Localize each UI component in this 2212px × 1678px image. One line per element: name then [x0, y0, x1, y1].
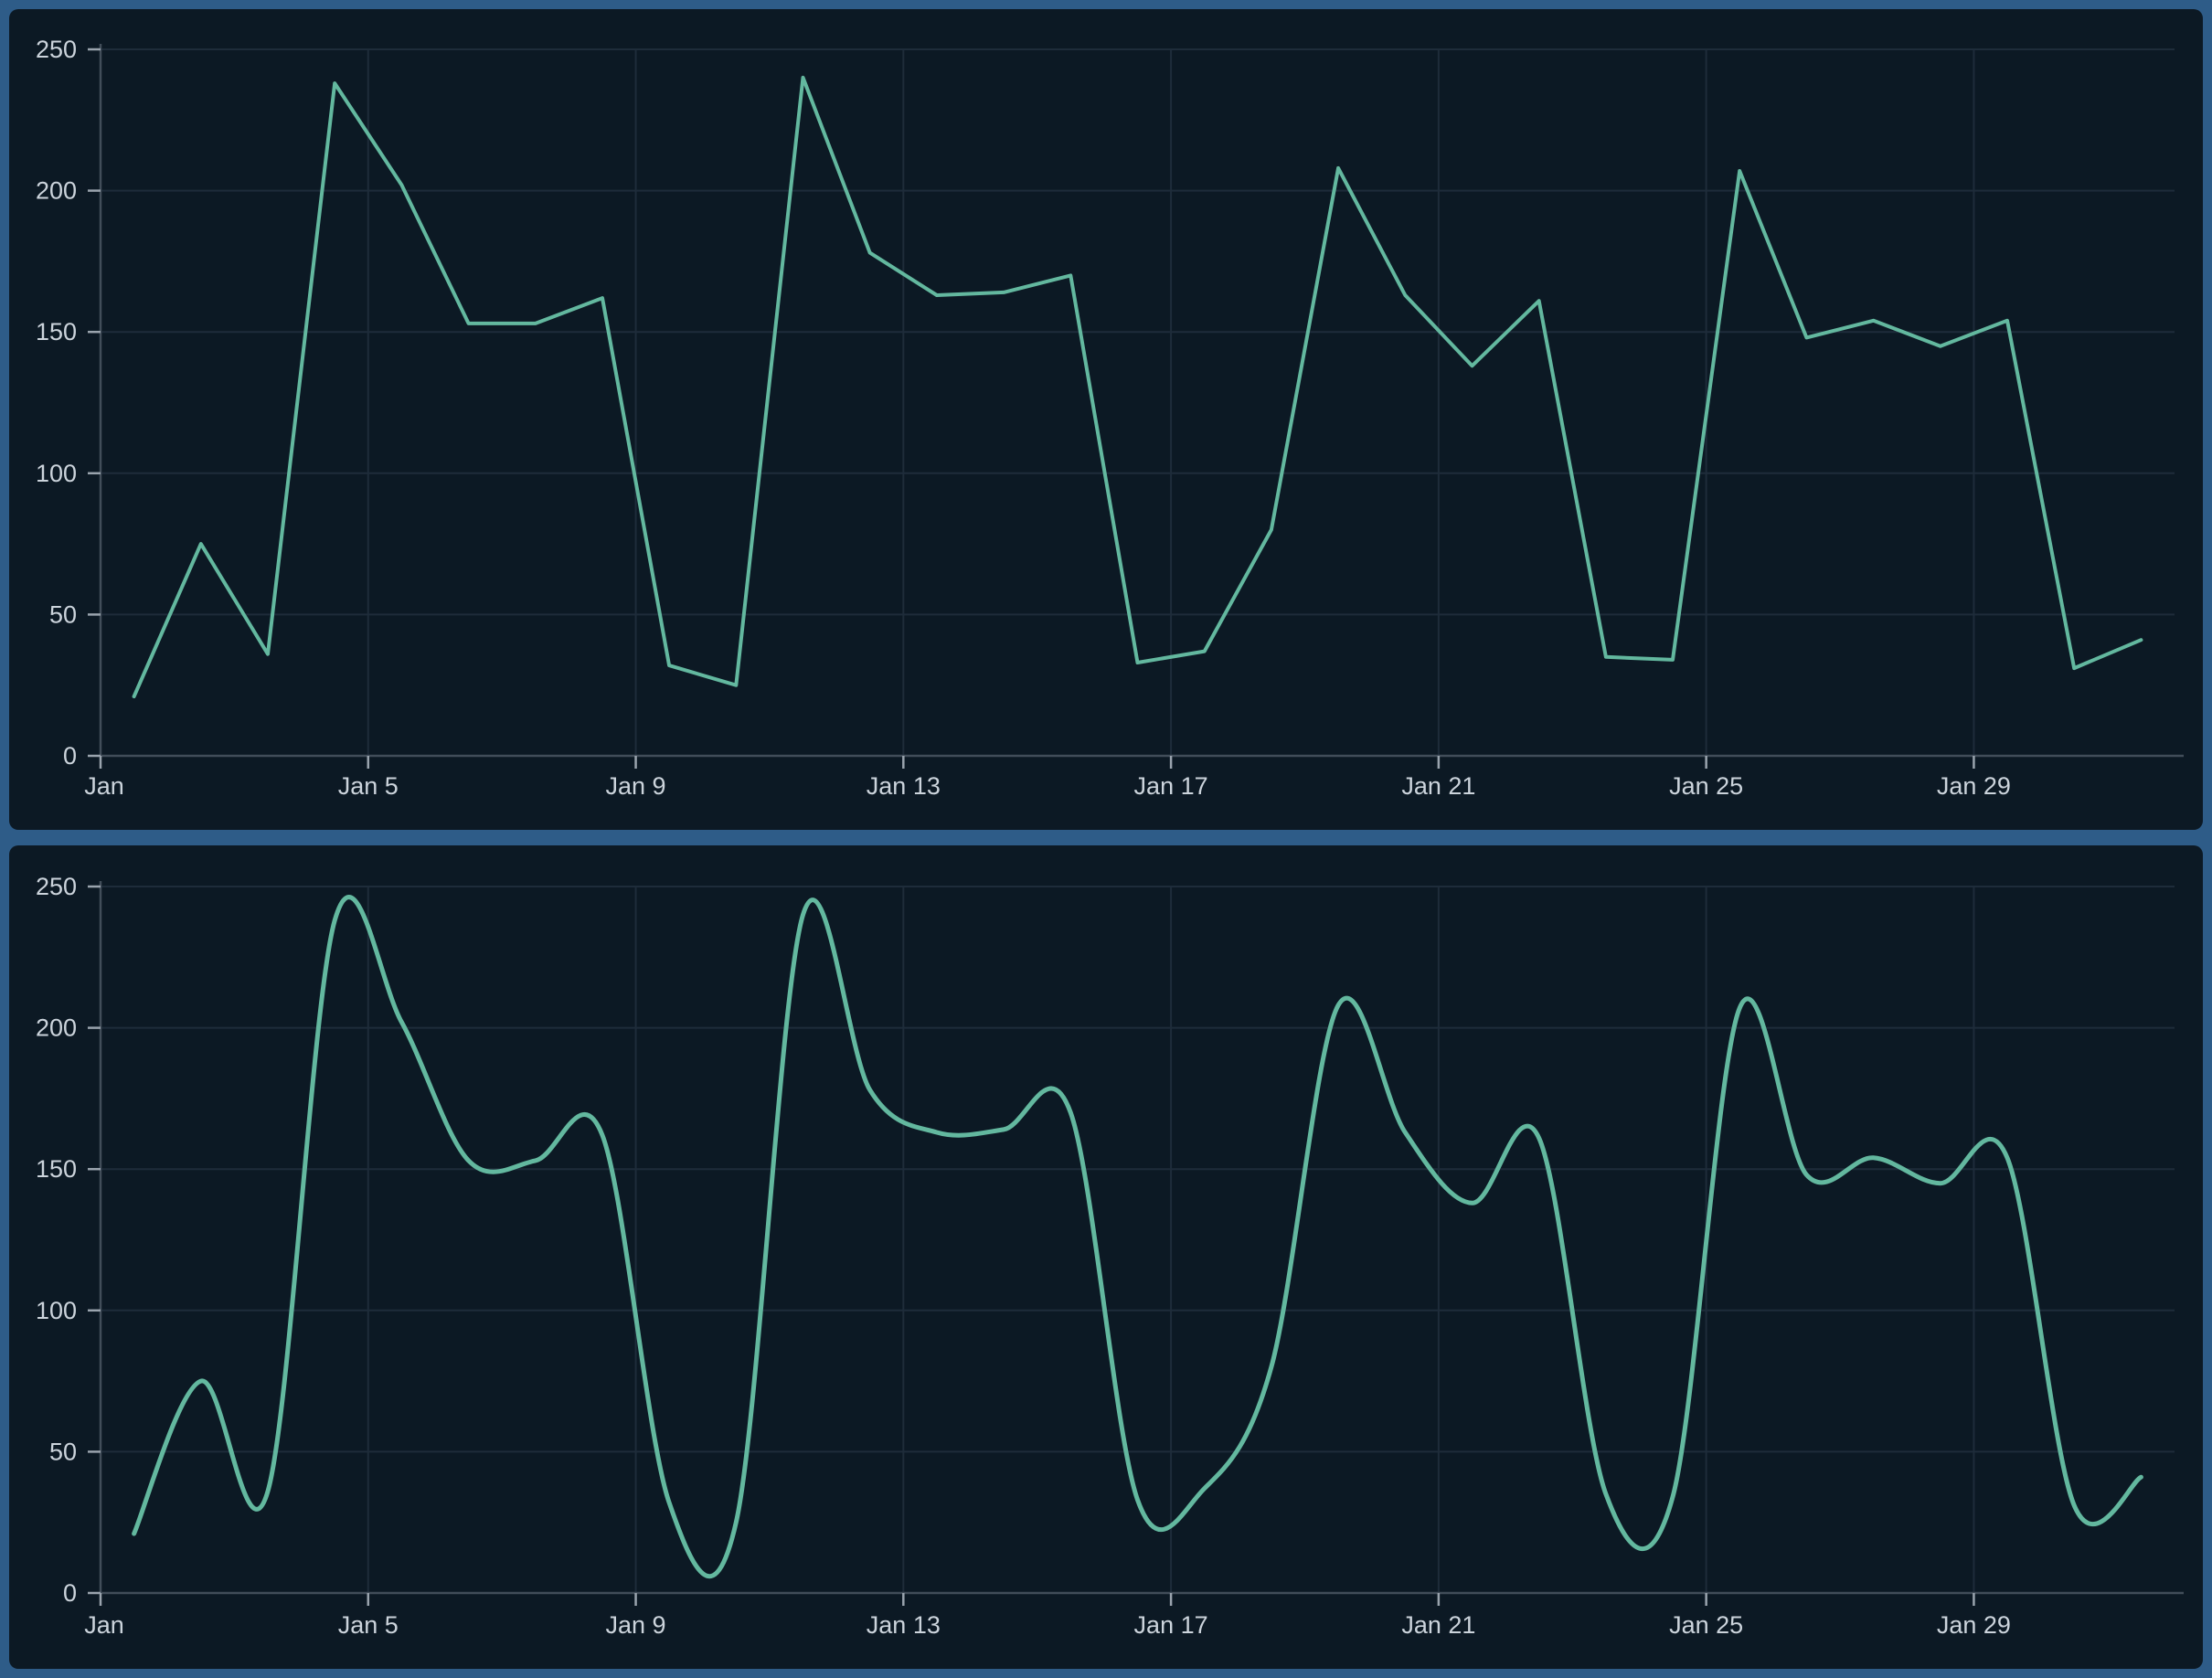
series-line-raw[interactable]: [132, 75, 2143, 699]
y-axis-label: 0: [63, 1579, 77, 1607]
axes: [88, 881, 2184, 1606]
y-axis-label: 150: [36, 1155, 77, 1183]
line-chart-raw[interactable]: 0 50 100 150 200 250 Jan Jan 5 Jan 9 Jan 13 Jan 17…: [9, 9, 2203, 830]
x-axis-label: Jan 9: [606, 1611, 666, 1639]
chart-panel-smooth-line: 0 50 100 150 200 250 Jan Jan 5 Jan 9 Jan 13 Jan 17…: [9, 845, 2203, 1669]
y-axis-label: 0: [63, 742, 77, 770]
x-axis-label: Jan 5: [338, 772, 399, 800]
y-axis-label: 200: [36, 177, 77, 205]
y-axis-label: 100: [36, 1297, 77, 1324]
y-axis-label: 150: [36, 318, 77, 345]
x-axis-label: Jan 13: [867, 772, 941, 800]
line-chart-smooth[interactable]: 0 50 100 150 200 250 Jan Jan 5 Jan 9 Jan 13 Jan 17…: [9, 845, 2203, 1669]
series-line-smooth[interactable]: [132, 895, 2143, 1579]
y-axis-label: 250: [36, 36, 77, 63]
x-axis-label: Jan 17: [1134, 1611, 1208, 1639]
x-axis-label: Jan: [84, 772, 124, 800]
x-axis-label: Jan 21: [1401, 1611, 1475, 1639]
y-axis-label: 250: [36, 873, 77, 900]
x-axis-label: Jan 25: [1669, 772, 1743, 800]
chart-panel-raw-line: 0 50 100 150 200 250 Jan Jan 5 Jan 9 Jan 13 Jan 17…: [9, 9, 2203, 830]
axes: [88, 44, 2184, 769]
y-axis-label: 100: [36, 460, 77, 487]
x-axis-label: Jan 5: [338, 1611, 399, 1639]
x-axis-label: Jan 17: [1134, 772, 1208, 800]
grid-lines: [101, 886, 2175, 1593]
x-axis-label: Jan 21: [1401, 772, 1475, 800]
y-axis-label: 50: [49, 1438, 77, 1465]
y-axis-label: 50: [49, 600, 77, 628]
x-axis-label: Jan 13: [867, 1611, 941, 1639]
x-axis-label: Jan 9: [606, 772, 666, 800]
y-axis-label: 200: [36, 1014, 77, 1042]
x-axis-label: Jan 29: [1937, 772, 2011, 800]
x-axis-label: Jan 25: [1669, 1611, 1743, 1639]
x-axis-label: Jan: [84, 1611, 124, 1639]
grid-lines: [101, 48, 2175, 756]
x-axis-label: Jan 29: [1937, 1611, 2011, 1639]
